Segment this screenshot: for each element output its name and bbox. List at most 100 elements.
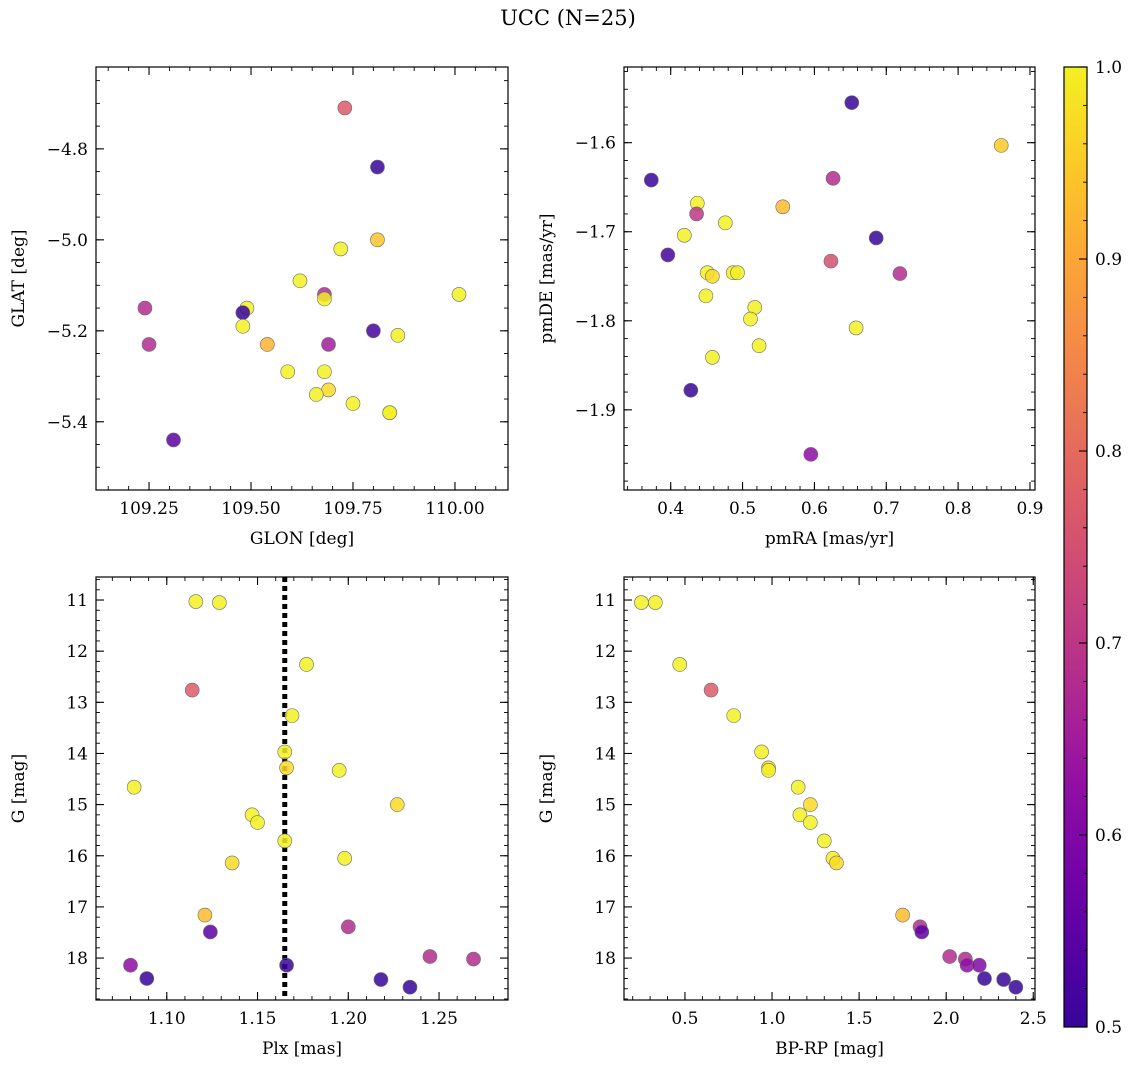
scatter-panel-4: 0.5 1.0 1.5 2.0 2.5 11 12 13 14 15 16 17 18 BP-RP [ma… bbox=[537, 576, 1047, 1059]
data-layer bbox=[634, 595, 1024, 995]
x-tick-label: 0.9 bbox=[1016, 499, 1043, 519]
scatter-point bbox=[250, 815, 265, 830]
y-tick-label: 14 bbox=[66, 744, 88, 764]
scatter-point bbox=[993, 138, 1009, 153]
scatter-point bbox=[718, 215, 733, 231]
colorbar: 0.5 0.6 0.7 0.8 0.9 1.0 bbox=[1063, 58, 1122, 1038]
x-tick-label: 0.7 bbox=[873, 499, 900, 519]
scatter-point bbox=[730, 265, 745, 281]
colorbar-tick-label: 0.6 bbox=[1095, 826, 1122, 846]
y-tick-label: 18 bbox=[66, 949, 88, 969]
x-axis-label: BP-RP [mag] bbox=[775, 1039, 884, 1059]
scatter-point bbox=[317, 364, 332, 380]
y-tick-label: 12 bbox=[66, 642, 88, 662]
x-tick-label: 1.5 bbox=[846, 1009, 873, 1029]
scatter-point bbox=[123, 957, 138, 973]
scatter-point bbox=[816, 833, 832, 849]
x-tick-label: 1.10 bbox=[148, 1009, 186, 1029]
y-tick-label: 17 bbox=[594, 898, 616, 918]
plot-frame bbox=[623, 576, 1036, 1001]
scatter-point bbox=[212, 595, 227, 610]
scatter-point bbox=[279, 760, 294, 776]
scatter-point bbox=[141, 337, 157, 352]
scatter-point bbox=[370, 159, 385, 175]
scatter-point bbox=[451, 287, 467, 302]
y-axis-label: GLAT [deg] bbox=[9, 229, 29, 327]
y-axis-label: G [mag] bbox=[537, 754, 557, 823]
scatter-point bbox=[188, 594, 204, 609]
scatter-point bbox=[942, 949, 957, 964]
scatter-point bbox=[683, 382, 699, 398]
colorbar-tick-label: 0.7 bbox=[1095, 634, 1122, 654]
y-tick-label: −5.2 bbox=[47, 322, 88, 342]
scatter-point bbox=[803, 815, 818, 830]
y-tick-label: −1.9 bbox=[575, 401, 616, 421]
x-tick-label: 110.00 bbox=[425, 499, 484, 519]
y-tick-label: 11 bbox=[66, 591, 88, 611]
scatter-point bbox=[402, 979, 418, 995]
y-tick-label: 11 bbox=[594, 591, 616, 611]
colorbar-tick-label: 0.9 bbox=[1095, 250, 1122, 270]
scatter-point bbox=[308, 387, 324, 402]
x-tick-label: 109.25 bbox=[119, 499, 178, 519]
x-tick-label: 0.8 bbox=[945, 499, 972, 519]
scatter-point bbox=[823, 253, 839, 269]
y-tick-label: −1.7 bbox=[575, 223, 616, 243]
y-tick-label: 15 bbox=[66, 796, 88, 816]
scatter-point bbox=[844, 95, 860, 110]
scatter-point bbox=[996, 972, 1011, 987]
scatter-point bbox=[971, 957, 987, 973]
scatter-point bbox=[366, 323, 381, 339]
colorbar-tick-label: 1.0 bbox=[1095, 58, 1122, 78]
y-tick-label: 13 bbox=[594, 693, 616, 713]
scatter-point bbox=[390, 328, 406, 343]
y-tick-label: 15 bbox=[594, 796, 616, 816]
x-tick-label: 0.5 bbox=[671, 1009, 698, 1029]
scatter-point bbox=[754, 744, 769, 760]
x-tick-label: 0.6 bbox=[801, 499, 828, 519]
scatter-point bbox=[139, 971, 155, 986]
y-tick-label: −1.6 bbox=[575, 134, 616, 154]
scatter-point bbox=[868, 230, 884, 246]
minor-ticks bbox=[624, 67, 1035, 490]
y-tick-label: 14 bbox=[594, 744, 616, 764]
y-axis-label: G [mag] bbox=[9, 754, 29, 823]
scatter-point bbox=[648, 595, 663, 610]
scatter-point bbox=[373, 972, 389, 987]
scatter-point bbox=[698, 288, 714, 304]
scatter-point bbox=[224, 855, 240, 871]
x-tick-label: 109.75 bbox=[323, 499, 382, 519]
scatter-point bbox=[1008, 979, 1024, 995]
scatter-point bbox=[705, 350, 720, 365]
scatter-point bbox=[197, 907, 213, 923]
scatter-point bbox=[751, 338, 767, 354]
colorbar-tick-label: 0.5 bbox=[1095, 1018, 1122, 1038]
scatter-point bbox=[466, 951, 481, 967]
scatter-point bbox=[895, 907, 910, 923]
scatter-point bbox=[333, 241, 349, 257]
x-tick-label: 1.20 bbox=[329, 1009, 367, 1029]
scatter-point bbox=[126, 779, 142, 795]
scatter-point bbox=[672, 657, 688, 672]
x-axis-label: GLON [deg] bbox=[250, 529, 354, 549]
scatter-point bbox=[280, 364, 296, 380]
x-axis-label: pmRA [mas/yr] bbox=[765, 529, 894, 549]
scatter-point bbox=[203, 924, 218, 940]
scatter-point bbox=[743, 311, 758, 327]
scatter-point bbox=[790, 779, 806, 795]
scatter-point bbox=[137, 300, 153, 316]
data-layer bbox=[137, 100, 467, 448]
scatter-point bbox=[166, 432, 181, 448]
scatter-point bbox=[726, 708, 742, 723]
x-tick-label: 1.15 bbox=[239, 1009, 277, 1029]
x-tick-label: 1.25 bbox=[420, 1009, 458, 1029]
x-tick-label: 0.4 bbox=[657, 499, 684, 519]
scatter-point bbox=[914, 924, 930, 940]
scatter-point bbox=[689, 206, 704, 222]
scatter-point bbox=[703, 682, 719, 698]
scatter-point bbox=[292, 273, 308, 289]
colorbar-tick-label: 0.8 bbox=[1095, 442, 1122, 462]
y-tick-label: 17 bbox=[66, 898, 88, 918]
scatter-point bbox=[260, 337, 275, 352]
